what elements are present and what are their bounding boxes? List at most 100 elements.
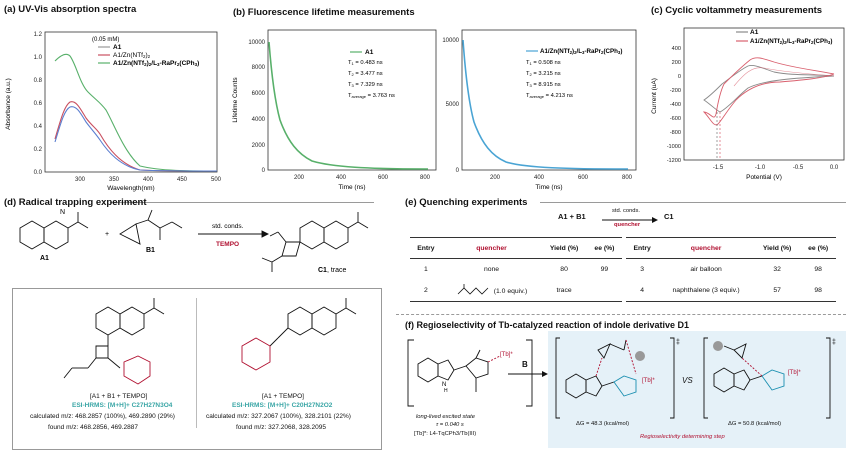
col-yield: Yield (%) [753, 237, 801, 259]
svg-text:4000: 4000 [252, 117, 266, 123]
svg-text:500: 500 [211, 177, 222, 183]
svg-text:A1/Zn(NTf2)2: A1/Zn(NTf2)2 [113, 52, 151, 59]
svg-text:-600: -600 [670, 116, 681, 122]
excited-label: long-lived excited state [416, 414, 475, 420]
svg-text:N: N [60, 209, 65, 216]
vs-label: VS [682, 376, 693, 385]
svg-text:-400: -400 [670, 102, 681, 108]
svg-text:H: H [444, 388, 448, 394]
svg-text:Taverage = 4.213 ns: Taverage = 4.213 ns [526, 93, 573, 99]
quench-reactants: A1 + B1 [558, 212, 586, 221]
cell: 57 [753, 280, 801, 302]
cell: none [483, 266, 500, 273]
svg-text:0.0: 0.0 [830, 165, 839, 171]
col-yield: Yield (%) [541, 237, 587, 259]
regio-note: Regioselectivity determining step [640, 434, 725, 440]
quench-table-right: Entry quencher Yield (%) ee (%) 3 air ba… [626, 237, 836, 302]
svg-text:‡: ‡ [832, 339, 836, 346]
svg-text:400: 400 [143, 177, 154, 183]
svg-text:+: + [105, 231, 109, 238]
svg-text:0: 0 [678, 74, 681, 80]
cell-text: (1.0 equiv.) [493, 287, 528, 295]
uv-conc-note: (0.05 mM) [92, 37, 119, 43]
quench-quencher: quencher [614, 222, 641, 228]
quench-table-left: Entry quencher Yield (%) ee (%) 1 none 8… [410, 237, 622, 302]
ts-panel [548, 331, 846, 448]
divider [196, 298, 197, 428]
radical-scheme: N A1 + B1 std. conds. TEMPO C1, trace [19, 209, 369, 274]
adduct1-found: found m/z: 468.2856, 469.2887 [48, 424, 138, 431]
reaction-arrow [508, 371, 548, 377]
panel-d-title: (d) Radical trapping experiment [4, 197, 147, 208]
svg-text:C1, trace: C1, trace [318, 267, 347, 274]
svg-text:0.4: 0.4 [34, 124, 43, 130]
svg-text:A1: A1 [750, 29, 759, 36]
svg-text:A1/Zn(NTf2)2/L3-RaPr2(CPh3): A1/Zn(NTf2)2/L3-RaPr2(CPh3) [113, 60, 199, 67]
adduct1-hrms: ESI-HRMS: [M+H]+ C27H27N3O4 [72, 402, 173, 409]
cell: (1.0 equiv.) [441, 280, 542, 302]
svg-text:A1: A1 [365, 49, 374, 56]
table-row: 1 none 80 99 [410, 259, 622, 281]
cell: air balloon [690, 266, 722, 273]
uv-xlabel: Wavelength(nm) [107, 185, 154, 192]
ts2-structure: [Tb]* ‡ [703, 337, 836, 419]
cell: 80 [560, 266, 568, 273]
table-row: 2 (1.0 equiv.) trace [410, 280, 622, 302]
svg-text:TEMPO: TEMPO [216, 241, 239, 248]
svg-text:[Tb]*: [Tb]* [642, 378, 655, 384]
divider [396, 314, 846, 315]
svg-text:-1000: -1000 [667, 144, 681, 150]
dg1-text: ΔG = 48.3 (kcal/mol) [576, 421, 630, 427]
svg-text:Potential (V): Potential (V) [746, 174, 782, 181]
cell: 1 [423, 266, 428, 273]
svg-text:0: 0 [456, 168, 460, 174]
svg-text:200: 200 [672, 60, 681, 66]
col-ee: ee (%) [800, 237, 836, 259]
svg-text:-1.5: -1.5 [713, 165, 724, 171]
panel-f-title: (f) Regioselectivity of Tb-catalyzed rea… [405, 320, 690, 330]
svg-text:5000: 5000 [446, 102, 460, 108]
svg-text:Time (ns): Time (ns) [535, 184, 562, 191]
alkene-structure [457, 283, 489, 295]
svg-text:200: 200 [490, 175, 501, 181]
svg-text:A1: A1 [113, 44, 122, 51]
table-header-row: Entry quencher Yield (%) ee (%) [410, 237, 622, 259]
adduct1-label: [A1 + B1 + TEMPO] [90, 393, 148, 400]
table-header-row: Entry quencher Yield (%) ee (%) [626, 237, 836, 259]
svg-text:T2 = 3.215 ns: T2 = 3.215 ns [526, 71, 561, 77]
tb-def: [Tb]*: L4-TqCPh3/Tb(III) [414, 431, 477, 437]
adduct2-found: found m/z: 327.2068, 328.2095 [236, 424, 326, 431]
svg-text:800: 800 [622, 175, 633, 181]
svg-text:10000: 10000 [442, 38, 459, 44]
uv-vis-chart: 0.0 0.2 0.4 0.6 0.8 1.0 1.2 300 350 400 … [5, 31, 222, 192]
adduct2-hrms: ESI-HRMS: [M+H]+ C20H27N2O2 [232, 402, 333, 409]
dg2: ΔG = 50.8 (kcal/mol) [728, 421, 781, 427]
col-quencher: quencher [441, 237, 542, 259]
svg-text:A1/Zn(NTf2)2/L3-RaPr2(CPh3): A1/Zn(NTf2)2/L3-RaPr2(CPh3) [540, 48, 622, 55]
reagent-b: B [522, 360, 528, 369]
svg-text:400: 400 [672, 46, 681, 52]
svg-text:[Tb]*: [Tb]* [500, 352, 513, 358]
svg-text:10000: 10000 [248, 40, 265, 46]
cell: 2 [410, 280, 442, 302]
panel-a-title: (a) UV-Vis absorption spectra [4, 4, 137, 15]
col-entry: Entry [626, 237, 659, 259]
col-quencher: quencher [658, 237, 754, 259]
svg-text:800: 800 [420, 175, 431, 181]
svg-text:-1.0: -1.0 [755, 165, 766, 171]
svg-text:-200: -200 [670, 88, 681, 94]
cell: naphthalene (3 equiv.) [658, 280, 754, 302]
svg-text:6000: 6000 [252, 91, 266, 97]
tau-label: τ = 0.040 s [436, 422, 464, 428]
svg-text:std. conds.: std. conds. [212, 223, 244, 230]
svg-text:B1: B1 [146, 247, 155, 254]
cell: 4 [626, 280, 659, 302]
svg-text:600: 600 [578, 175, 589, 181]
svg-text:1.0: 1.0 [34, 55, 43, 61]
cell: 32 [773, 266, 781, 273]
svg-text:8000: 8000 [252, 65, 266, 71]
cell: trace [541, 280, 587, 302]
svg-text:450: 450 [177, 177, 188, 183]
svg-text:T3 = 7.329 ns: T3 = 7.329 ns [348, 82, 383, 88]
cell: 99 [600, 266, 609, 273]
